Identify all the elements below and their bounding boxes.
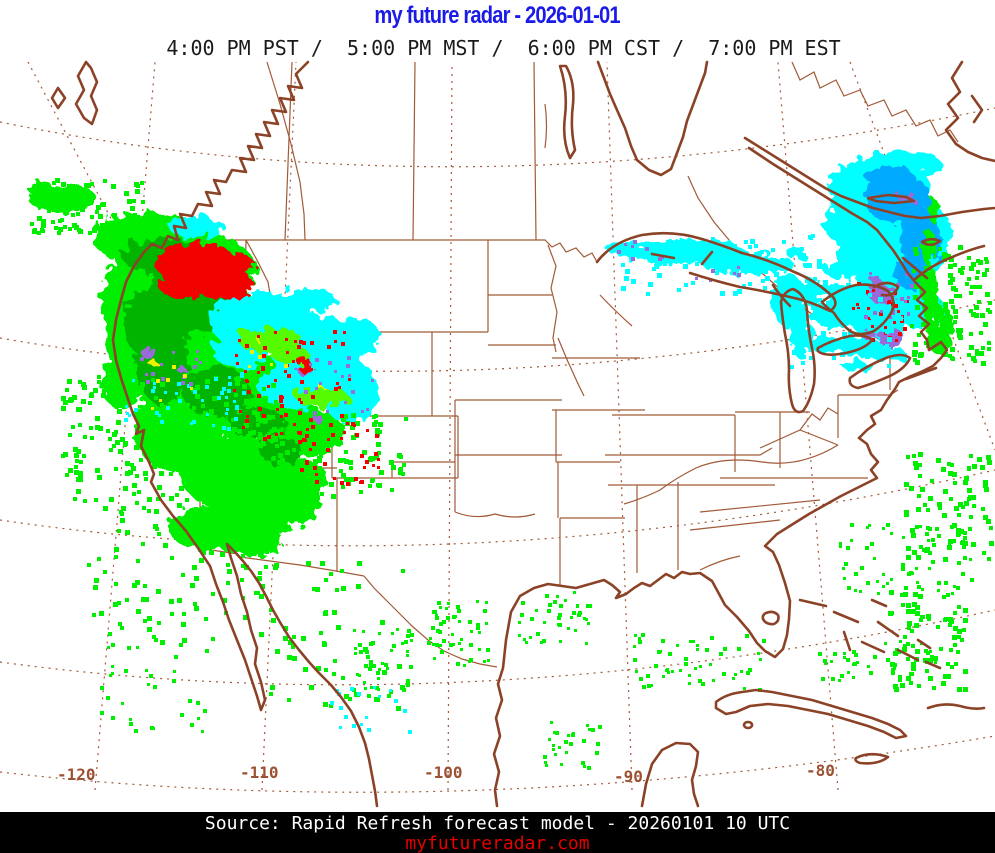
radar-yellow-specks xyxy=(147,335,326,390)
page-title: my future radar - 2026-01-01 xyxy=(0,2,995,30)
radar-speckles xyxy=(30,178,994,770)
lon-label: -90 xyxy=(614,767,643,786)
footer-bar: Source: Rapid Refresh forecast model - 2… xyxy=(0,812,995,853)
radar-map: -120 -110 -100 -90 -80 xyxy=(0,60,995,808)
timezone-times-line: 4:00 PM PST / 5:00 PM MST / 6:00 PM CST … xyxy=(154,36,841,60)
page-title-text: my future radar - 2026-01-01 xyxy=(374,2,621,29)
website-link[interactable]: myfutureradar.com xyxy=(405,833,590,853)
radar-map-container: -120 -110 -100 -90 -80 xyxy=(0,60,995,812)
lon-label: -110 xyxy=(240,763,279,782)
longitude-labels: -120 -110 -100 -90 -80 xyxy=(57,761,835,786)
radar-intense xyxy=(157,242,312,373)
radar-rain-bright xyxy=(238,328,348,407)
lon-label: -80 xyxy=(806,761,835,780)
source-line: Source: Rapid Refresh forecast model - 2… xyxy=(204,813,791,834)
coastline xyxy=(50,60,995,808)
lon-label: -120 xyxy=(57,765,96,784)
lon-label: -100 xyxy=(424,763,463,782)
